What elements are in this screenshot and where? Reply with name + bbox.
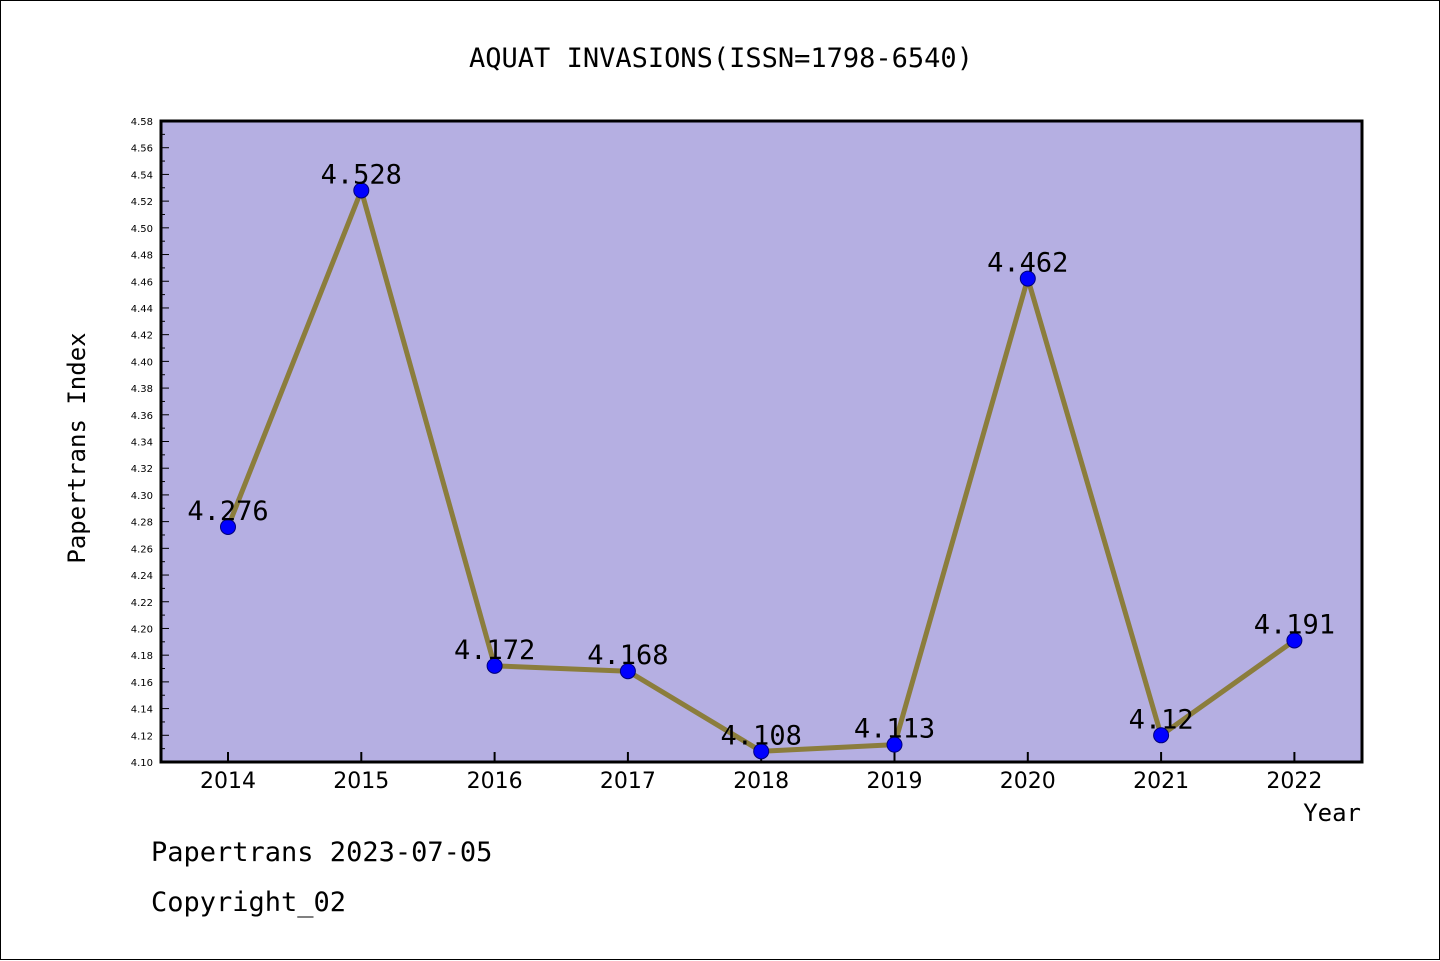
- plot-area: [159, 119, 1364, 764]
- y-tick-label: 4.48: [131, 251, 153, 262]
- x-tick-label: 2022: [1266, 769, 1322, 794]
- y-tick-label: 4.18: [131, 651, 153, 662]
- y-tick-label: 4.32: [131, 464, 153, 475]
- data-labels: 4.276 4.528 4.172 4.168 4.108 4.113 4.462 4.12 4…: [187, 159, 1335, 751]
- y-tick-label: 4.22: [131, 598, 153, 609]
- x-tick-label: 2016: [467, 769, 523, 794]
- data-label: 4.276: [187, 496, 268, 527]
- data-label: 4.12: [1129, 704, 1194, 735]
- y-tick-label: 4.26: [131, 544, 153, 555]
- y-tick-label: 4.46: [131, 277, 153, 288]
- x-axis-label: Year: [1303, 799, 1361, 827]
- data-label: 4.462: [987, 248, 1068, 279]
- data-point: [886, 736, 903, 753]
- data-label: 4.168: [587, 640, 668, 671]
- y-tick-label: 4.40: [131, 357, 153, 368]
- y-tick-label: 4.54: [131, 170, 153, 181]
- data-point: [1153, 727, 1170, 744]
- data-point: [1286, 632, 1303, 649]
- y-tick-label: 4.28: [131, 518, 153, 529]
- y-tick-label: 4.30: [131, 491, 153, 502]
- x-axis: 2014 2015 2016 2017 2018 2019 2020 2021 2022: [200, 752, 1322, 794]
- y-tick-label: 4.42: [131, 331, 153, 342]
- data-label: 4.191: [1254, 609, 1335, 640]
- footer-copyright: Copyright_02: [151, 887, 347, 918]
- y-tick-label: 4.36: [131, 411, 153, 422]
- x-tick-label: 2018: [733, 769, 789, 794]
- data-label: 4.108: [721, 720, 802, 751]
- chart-title: AQUAT INVASIONS(ISSN=1798-6540): [469, 43, 973, 74]
- x-tick-label: 2019: [867, 769, 923, 794]
- data-label: 4.172: [454, 635, 535, 666]
- y-tick-label: 4.44: [131, 304, 153, 315]
- y-tick-label: 4.52: [131, 197, 153, 208]
- x-tick-label: 2021: [1133, 769, 1189, 794]
- x-tick-label: 2015: [333, 769, 389, 794]
- y-tick-label: 4.16: [131, 678, 153, 689]
- y-tick-label: 4.56: [131, 144, 153, 155]
- data-point: [353, 182, 370, 199]
- data-label: 4.113: [854, 714, 935, 745]
- data-point: [486, 657, 503, 674]
- data-point: [1019, 270, 1036, 287]
- x-tick-label: 2017: [600, 769, 656, 794]
- series-markers: [220, 182, 1303, 760]
- y-tick-label: 4.14: [131, 705, 153, 716]
- data-point: [220, 518, 236, 535]
- data-point: [753, 743, 770, 760]
- data-point: [619, 663, 636, 680]
- y-tick-label: 4.24: [131, 571, 153, 582]
- y-tick-label: 4.58: [131, 117, 153, 128]
- y-tick-label: 4.34: [131, 438, 153, 449]
- y-tick-label: 4.10: [131, 758, 153, 769]
- x-tick-label: 2020: [1000, 769, 1056, 794]
- y-tick-label: 4.38: [131, 384, 153, 395]
- data-label: 4.528: [321, 159, 402, 190]
- y-tick-label: 4.20: [131, 624, 153, 635]
- x-tick-label: 2014: [200, 769, 256, 794]
- y-tick-label: 4.50: [131, 224, 153, 235]
- y-tick-label: 4.12: [131, 731, 153, 742]
- footer-date: Papertrans 2023-07-05: [151, 837, 493, 868]
- y-axis: 4.10 4.12 4.14 4.16 4.18 4.20 4.22 4.24 4.26 4.28…: [131, 117, 169, 769]
- y-axis-label: Papertrans Index: [63, 332, 91, 563]
